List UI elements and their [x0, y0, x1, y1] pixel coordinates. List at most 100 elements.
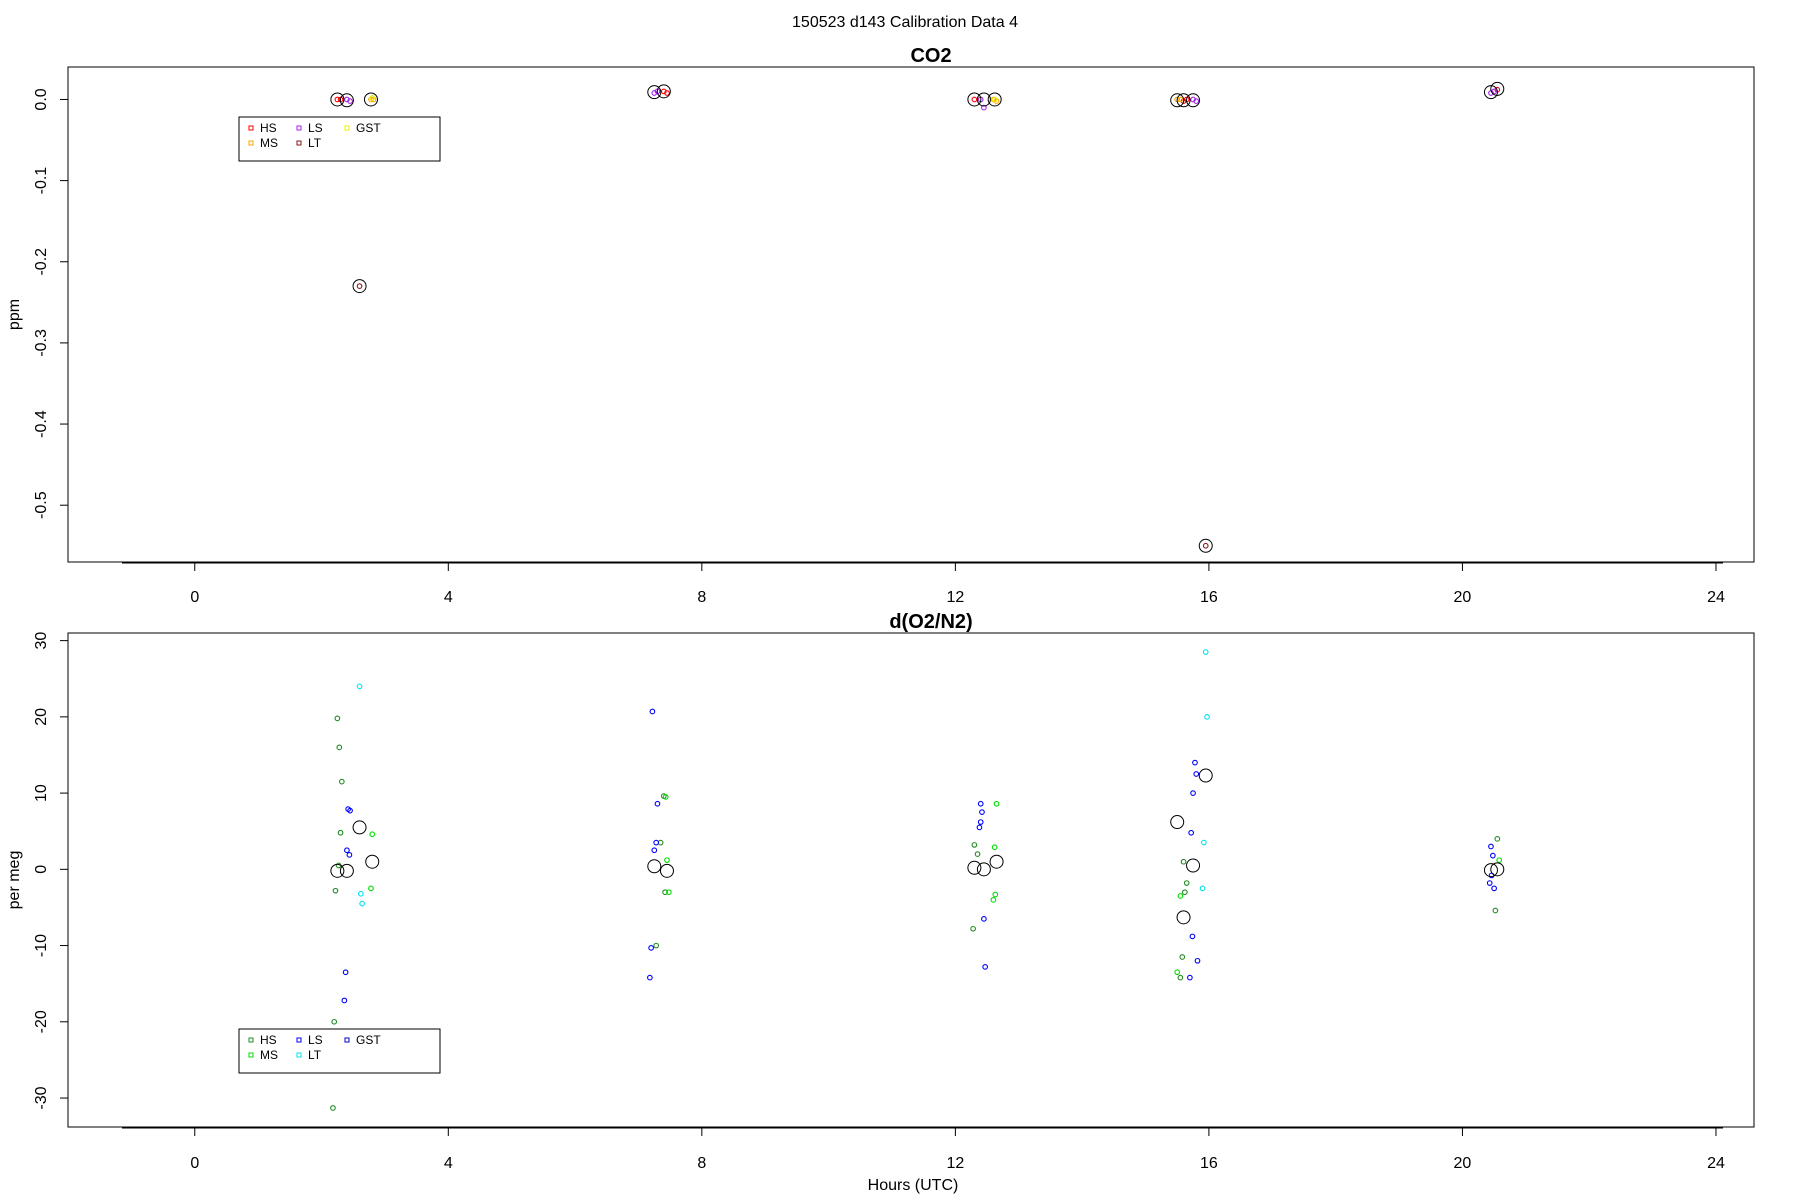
- mean-marker: [1198, 768, 1213, 783]
- point-hs: [1180, 858, 1187, 865]
- mean-marker: [339, 93, 354, 108]
- point-ls: [1193, 98, 1200, 104]
- point-ls: [342, 969, 349, 976]
- point-ls: [1488, 843, 1494, 850]
- point-ls: [1190, 790, 1196, 796]
- point-gst: [991, 96, 998, 103]
- point-hs: [662, 889, 668, 896]
- point-ls: [976, 824, 983, 831]
- y-axis-label: ppm: [6, 299, 23, 330]
- y-tick-label: 0.0: [33, 88, 50, 110]
- mean-marker: [1170, 815, 1185, 830]
- point-ls: [1490, 852, 1496, 859]
- legend-box: [238, 1028, 441, 1074]
- mean-marker: [989, 854, 1004, 869]
- mean-marker: [330, 863, 345, 878]
- legend-swatch-lt: [296, 140, 302, 146]
- x-tick-label: 20: [1454, 589, 1472, 606]
- panel-title: d(O2/N2): [889, 611, 972, 633]
- point-ls: [654, 800, 661, 807]
- point-hs: [1494, 835, 1501, 842]
- point-ls: [653, 839, 660, 846]
- mean-marker: [987, 92, 1002, 107]
- legend-swatch-ms: [248, 140, 254, 146]
- point-ms: [369, 831, 376, 838]
- point-ls: [649, 708, 656, 715]
- point-hs: [1183, 880, 1190, 886]
- y-tick-label: -0.5: [33, 491, 50, 519]
- mean-marker: [976, 92, 991, 107]
- mean-marker: [647, 859, 662, 874]
- y-tick-label: -0.2: [33, 248, 50, 276]
- x-axis-label: Hours (UTC): [868, 1177, 959, 1194]
- panel-title: CO2: [910, 45, 951, 67]
- legend-swatch-gst: [344, 125, 350, 131]
- mean-marker: [352, 279, 367, 294]
- point-ms: [368, 885, 374, 892]
- x-tick-label: 16: [1200, 1155, 1218, 1172]
- legend-label-ls: LS: [308, 121, 323, 135]
- point-hs: [337, 829, 344, 836]
- mean-marker: [967, 860, 982, 875]
- point-ls: [651, 90, 658, 96]
- y-axis-label: per meg: [6, 851, 23, 910]
- point-ls: [1188, 829, 1195, 836]
- legend-swatch-hs: [248, 1037, 254, 1043]
- point-ls: [982, 964, 989, 970]
- y-tick-label: -0.3: [33, 329, 50, 357]
- plot-frame: [67, 632, 1755, 1128]
- point-ms: [1177, 96, 1184, 103]
- point-ms: [664, 857, 670, 864]
- point-ls: [981, 104, 987, 111]
- legend-label-ms: MS: [260, 136, 278, 150]
- point-ls: [1193, 771, 1200, 777]
- point-lt: [356, 283, 363, 289]
- x-tick-label: 0: [190, 589, 199, 606]
- mean-marker: [1483, 863, 1498, 878]
- y-tick-label: 0: [33, 865, 50, 874]
- point-lt: [1202, 649, 1209, 655]
- legend-swatch-lt: [296, 1052, 302, 1058]
- point-ms: [666, 889, 672, 896]
- point-hs: [970, 925, 976, 932]
- point-ls: [1187, 974, 1193, 981]
- point-ms: [991, 844, 998, 851]
- point-ls: [346, 851, 353, 858]
- point-lt: [356, 683, 363, 690]
- point-lt: [1199, 885, 1206, 892]
- point-ls: [1189, 933, 1196, 940]
- mean-marker: [1186, 858, 1201, 873]
- mean-marker: [1198, 538, 1213, 553]
- legend-label-hs: HS: [260, 1033, 277, 1047]
- x-tick-label: 12: [946, 1155, 964, 1172]
- mean-marker: [656, 84, 671, 99]
- mean-marker: [1170, 93, 1185, 108]
- y-tick-label: -0.1: [33, 167, 50, 195]
- legend-swatch-ls: [296, 125, 302, 131]
- mean-marker: [352, 820, 367, 835]
- point-hs: [653, 942, 660, 949]
- point-ls: [1486, 880, 1493, 886]
- point-hs: [331, 1018, 338, 1025]
- mean-marker: [1186, 93, 1201, 108]
- point-hs: [338, 778, 345, 785]
- point-ls: [1491, 88, 1497, 95]
- legend-label-gst: GST: [356, 121, 381, 135]
- mean-marker: [976, 862, 991, 877]
- x-tick-label: 12: [946, 589, 964, 606]
- plot-frame: [67, 66, 1755, 563]
- legend-label-ms: MS: [260, 1048, 278, 1062]
- y-tick-label: 10: [33, 784, 50, 802]
- point-ms: [1177, 893, 1184, 899]
- point-ls: [341, 997, 348, 1004]
- x-tick-label: 20: [1454, 1155, 1472, 1172]
- point-ls: [1192, 759, 1198, 766]
- point-ms: [990, 896, 997, 903]
- point-lt: [1204, 714, 1210, 720]
- point-ms: [992, 891, 999, 898]
- legend-label-lt: LT: [308, 1048, 322, 1062]
- point-hs: [332, 887, 339, 894]
